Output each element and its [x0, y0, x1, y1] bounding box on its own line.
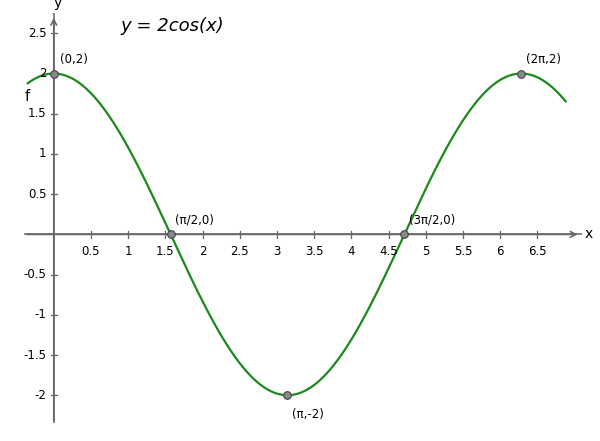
- Text: -2: -2: [34, 389, 46, 402]
- Text: 6.5: 6.5: [528, 245, 547, 258]
- Text: 1.5: 1.5: [156, 245, 175, 258]
- Text: 4.5: 4.5: [379, 245, 398, 258]
- Text: (2π,2): (2π,2): [526, 53, 560, 66]
- Text: (3π/2,0): (3π/2,0): [409, 213, 455, 226]
- Text: y = 2cos(x): y = 2cos(x): [121, 17, 224, 35]
- Text: (0,2): (0,2): [60, 53, 88, 66]
- Text: 5.5: 5.5: [454, 245, 472, 258]
- Text: 2.5: 2.5: [230, 245, 249, 258]
- Text: (π/2,0): (π/2,0): [175, 213, 214, 226]
- Text: -1.5: -1.5: [23, 348, 46, 362]
- Text: 0.5: 0.5: [82, 245, 100, 258]
- Text: -0.5: -0.5: [23, 268, 46, 281]
- Text: 2: 2: [39, 67, 46, 80]
- Text: 2: 2: [199, 245, 206, 258]
- Text: -1: -1: [34, 308, 46, 321]
- Text: x: x: [584, 228, 592, 241]
- Text: 1: 1: [39, 147, 46, 161]
- Text: 3.5: 3.5: [305, 245, 323, 258]
- Text: 2.5: 2.5: [28, 27, 46, 40]
- Text: 3: 3: [273, 245, 281, 258]
- Text: y: y: [53, 0, 62, 10]
- Text: 4: 4: [347, 245, 355, 258]
- Text: (π,-2): (π,-2): [292, 408, 324, 421]
- Text: 1.5: 1.5: [28, 107, 46, 120]
- Text: 6: 6: [496, 245, 504, 258]
- Text: 1: 1: [124, 245, 132, 258]
- Text: f: f: [25, 89, 30, 104]
- Text: 5: 5: [422, 245, 430, 258]
- Text: 0.5: 0.5: [28, 188, 46, 201]
